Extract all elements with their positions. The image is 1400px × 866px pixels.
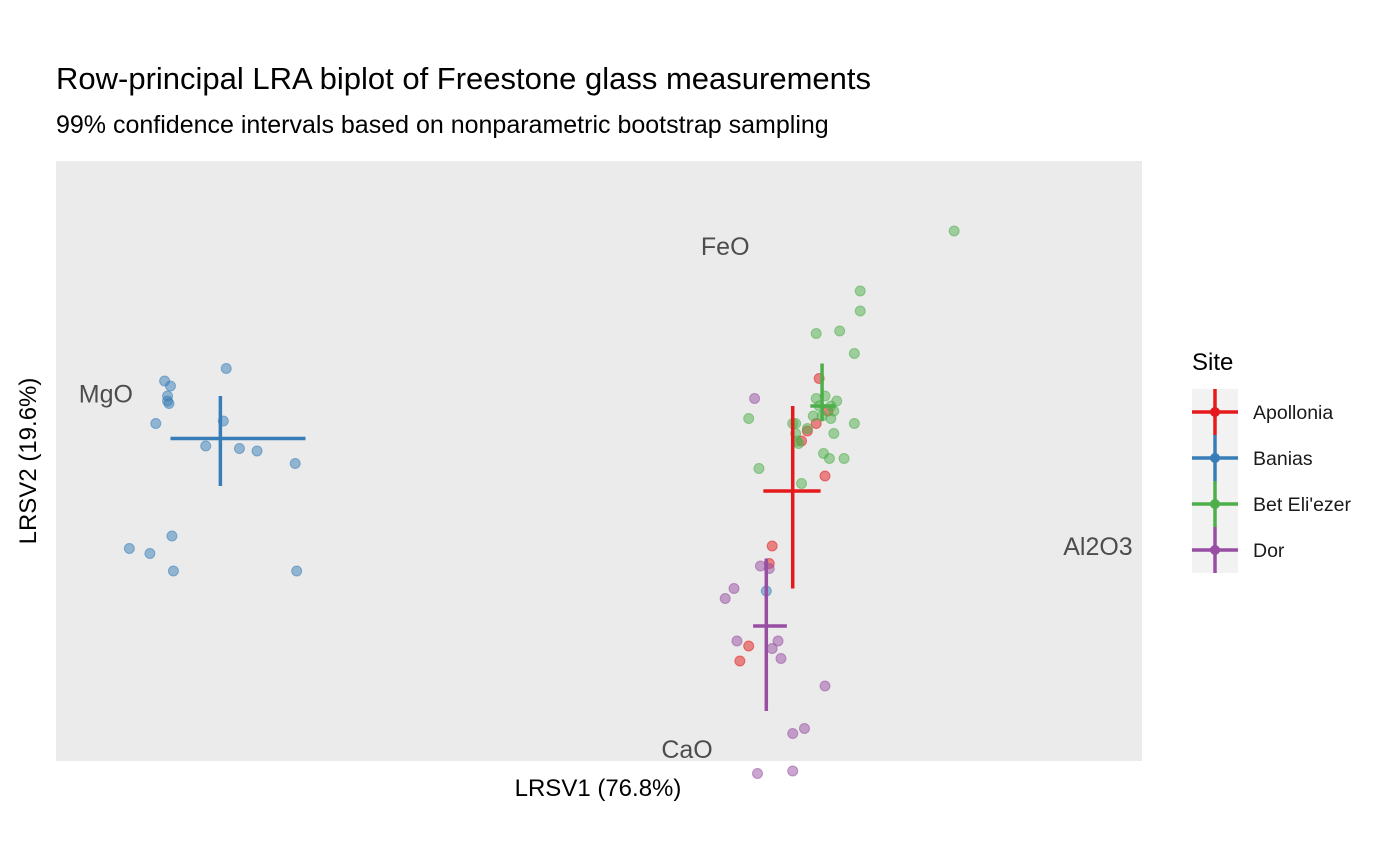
data-point	[753, 463, 765, 474]
y-axis-title: LRSV2 (19.6%)	[15, 378, 42, 545]
data-point	[144, 548, 156, 559]
data-point	[734, 655, 746, 667]
data-point	[200, 440, 212, 452]
data-point	[766, 540, 778, 552]
legend-key-point	[1210, 407, 1220, 417]
data-point	[848, 348, 860, 359]
variable-label-feo: FeO	[701, 233, 750, 261]
data-point	[825, 413, 837, 424]
data-point	[731, 635, 743, 647]
series-interval-apollonia	[763, 406, 821, 589]
legend-item-banias: Banias	[1192, 435, 1313, 481]
legend-label: Bet Eli'ezer	[1253, 494, 1352, 516]
series-interval-bet-eli-ezer	[810, 363, 836, 421]
data-point	[801, 423, 813, 434]
legend-items: Apollonia Banias Bet Eli'ezer Dor	[1192, 389, 1352, 573]
data-point	[291, 565, 303, 577]
data-point	[719, 593, 731, 604]
series-points-dor	[719, 393, 831, 779]
legend-label: Banias	[1253, 448, 1313, 470]
data-point	[796, 478, 808, 489]
data-point	[163, 398, 175, 409]
data-point	[772, 635, 784, 647]
chart-subtitle: 99% confidence intervals based on nonpar…	[56, 111, 829, 139]
data-point	[819, 680, 831, 692]
data-point	[854, 285, 866, 297]
data-point	[123, 543, 135, 554]
data-point	[819, 470, 831, 482]
data-point	[787, 765, 799, 777]
data-point	[166, 530, 178, 542]
variable-label-cao: CaO	[661, 736, 712, 764]
legend-item-bet-eli-ezer: Bet Eli'ezer	[1192, 481, 1352, 527]
legend-title: Site	[1192, 349, 1233, 376]
data-point	[167, 565, 179, 577]
chart-title: Row-principal LRA biplot of Freestone gl…	[56, 61, 871, 96]
data-point	[150, 418, 162, 429]
series-interval-banias	[170, 396, 306, 486]
legend-key-point	[1210, 545, 1220, 555]
variable-labels: MgO FeO Al2O3 CaO	[79, 233, 1133, 764]
series-interval-dor	[753, 558, 787, 711]
data-point	[793, 438, 805, 449]
data-point	[823, 453, 835, 464]
data-point	[749, 393, 761, 404]
confidence-intervals	[170, 363, 836, 711]
data-point	[848, 418, 860, 429]
data-point	[743, 413, 755, 424]
data-point	[948, 225, 960, 237]
legend-item-dor: Dor	[1192, 527, 1285, 573]
data-point	[838, 453, 850, 464]
variable-label-mgo: MgO	[79, 381, 133, 409]
x-axis-title: LRSV1 (76.8%)	[515, 775, 682, 802]
data-point	[289, 458, 301, 469]
legend-item-apollonia: Apollonia	[1192, 389, 1333, 435]
data-point	[164, 380, 176, 392]
data-point	[854, 305, 866, 317]
data-point	[728, 583, 740, 594]
data-point	[743, 640, 755, 652]
legend-key-point	[1210, 453, 1220, 463]
data-point	[766, 643, 778, 654]
data-point	[751, 768, 763, 779]
data-point	[787, 728, 799, 739]
series-points-banias	[123, 363, 772, 597]
data-point	[810, 328, 822, 339]
data-point	[775, 653, 787, 664]
plot-panel	[56, 161, 1142, 761]
legend-label: Apollonia	[1253, 402, 1333, 424]
legend-key-point	[1210, 499, 1220, 509]
data-point	[798, 723, 810, 734]
data-point	[834, 325, 846, 337]
legend: Site Apollonia Banias Bet Eli'ezer Dor	[1192, 349, 1352, 573]
data-point	[251, 445, 263, 457]
legend-label: Dor	[1253, 540, 1285, 562]
data-point	[828, 428, 840, 439]
variable-label-al2o3: Al2O3	[1063, 533, 1132, 561]
data-point	[233, 443, 245, 454]
data-point	[220, 363, 232, 374]
